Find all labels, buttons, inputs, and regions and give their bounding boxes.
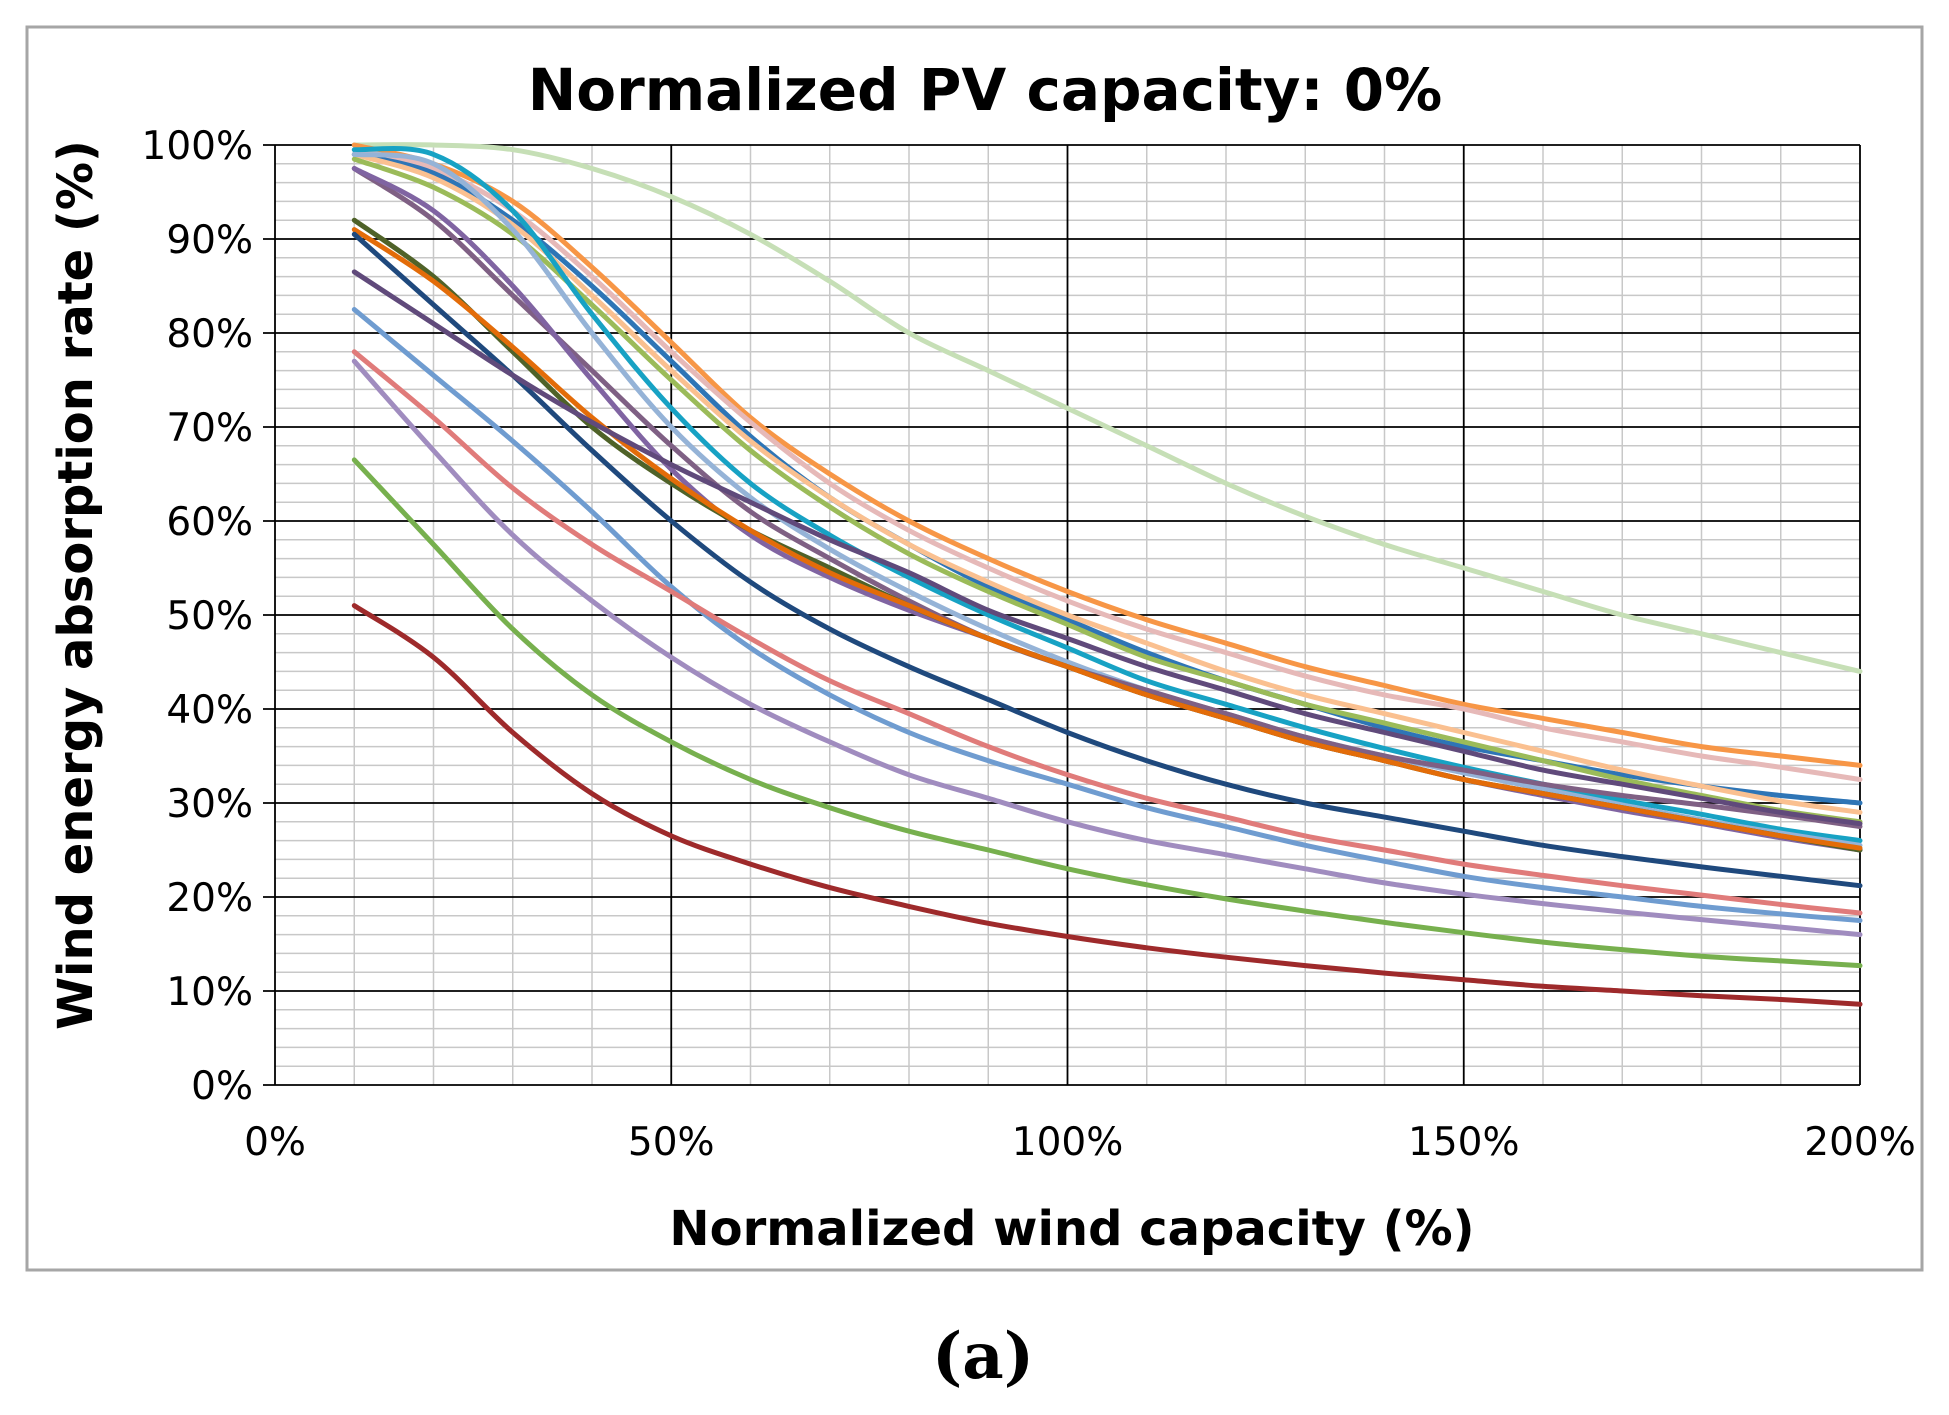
y-tick-label: 0% bbox=[191, 1064, 253, 1109]
y-axis-label: Wind energy absorption rate (%) bbox=[48, 140, 104, 1030]
x-tick-label: 150% bbox=[1408, 1120, 1520, 1165]
chart-border bbox=[25, 25, 1924, 1272]
y-tick-label: 50% bbox=[166, 594, 253, 639]
y-tick-label: 60% bbox=[166, 500, 253, 545]
series-line-series-15 bbox=[351, 307, 1863, 923]
y-axis-tick-labels: 0% 10% 20% 30% 40% 50% 60% 70% 80% 90% 100% bbox=[142, 124, 254, 1109]
x-tick-label: 0% bbox=[244, 1120, 306, 1165]
y-tick-label: 10% bbox=[166, 970, 253, 1015]
y-tick-label: 90% bbox=[166, 218, 253, 263]
y-tick-label: 30% bbox=[166, 782, 253, 827]
series-line-series-12 bbox=[351, 227, 1863, 851]
x-tick-label: 50% bbox=[628, 1120, 715, 1165]
chart-title: Normalized PV capacity: 0% bbox=[528, 56, 1443, 124]
series-line-series-1 bbox=[351, 142, 1863, 674]
series-line-series-17 bbox=[351, 358, 1863, 938]
series-line-series-4 bbox=[351, 151, 1863, 806]
x-axis-tick-labels: 0% 50% 100% 150% 200% bbox=[244, 1120, 1916, 1165]
y-tick-label: 20% bbox=[166, 876, 253, 921]
y-tick-label: 70% bbox=[166, 406, 253, 451]
y-tick-label: 80% bbox=[166, 312, 253, 357]
plot-area bbox=[263, 142, 1863, 1086]
series-line-series-3 bbox=[351, 147, 1863, 782]
series-lines bbox=[351, 142, 1863, 1007]
y-tick-label: 100% bbox=[142, 124, 254, 169]
series-line-series-2 bbox=[351, 142, 1863, 768]
series-line-series-19 bbox=[351, 603, 1863, 1007]
x-axis-label: Normalized wind capacity (%) bbox=[669, 1201, 1474, 1257]
y-tick-label: 40% bbox=[166, 688, 253, 733]
series-line-series-13 bbox=[351, 231, 1863, 889]
series-line-series-18 bbox=[351, 457, 1863, 969]
series-line-series-7 bbox=[351, 146, 1863, 844]
x-tick-label: 100% bbox=[1012, 1120, 1124, 1165]
series-line-series-6 bbox=[351, 156, 1863, 825]
x-tick-label: 200% bbox=[1804, 1120, 1916, 1165]
series-line-series-8 bbox=[351, 151, 1863, 848]
series-line-series-5 bbox=[351, 151, 1863, 815]
series-line-series-16 bbox=[351, 349, 1863, 916]
figure-caption: (a) bbox=[932, 1319, 1034, 1394]
series-line-series-14 bbox=[351, 269, 1863, 827]
